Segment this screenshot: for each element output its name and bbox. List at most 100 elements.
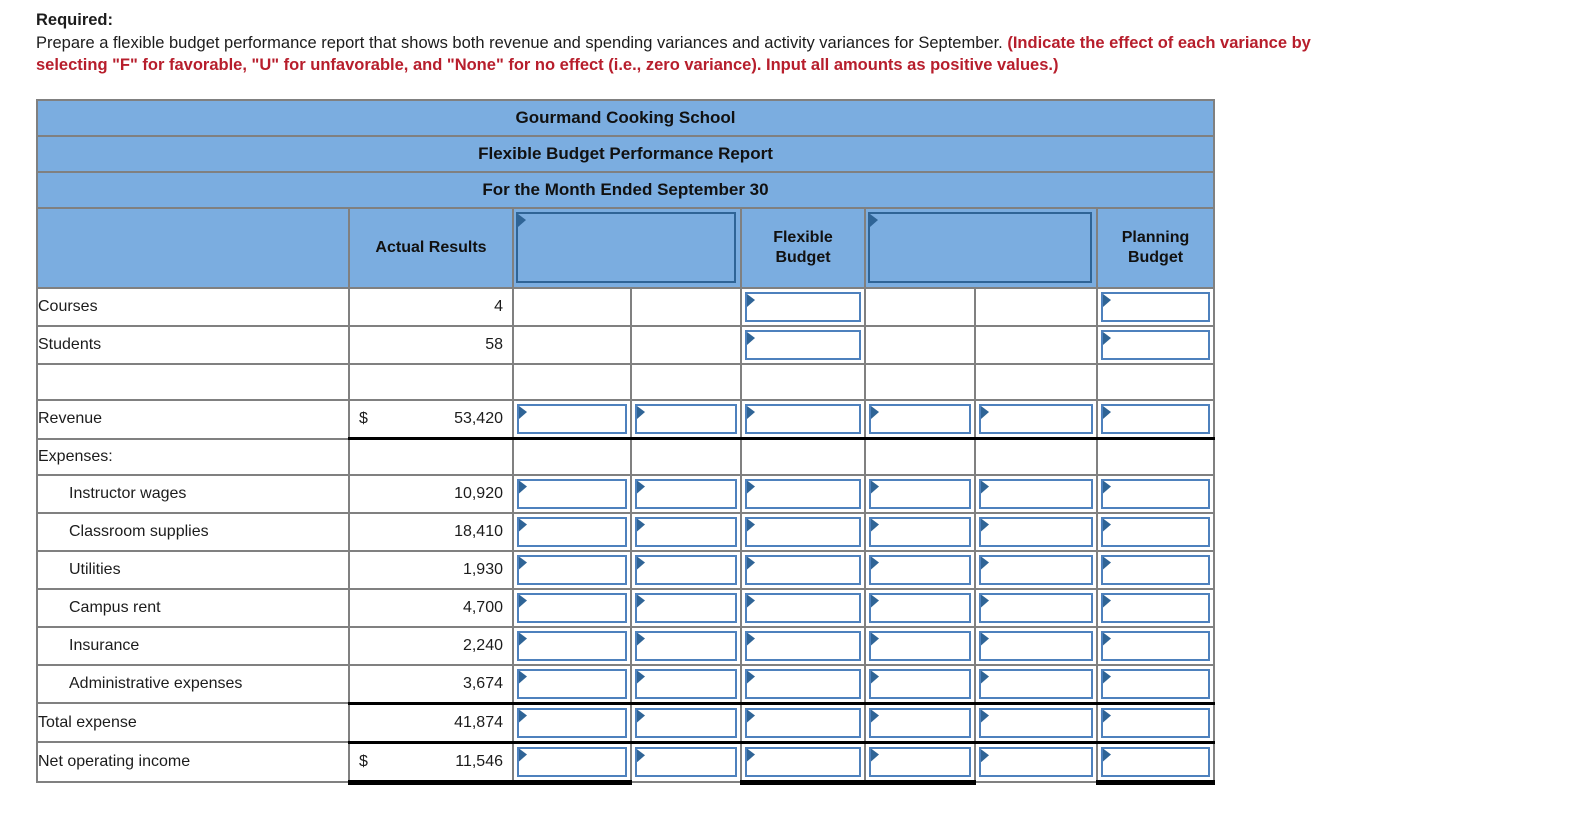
table-row-courses: Courses 4 [36,287,1215,327]
variance-amount-input[interactable] [869,592,971,623]
planning-budget-input[interactable] [1101,630,1210,661]
planning-budget-input[interactable] [1101,478,1210,509]
flexible-budget-input[interactable] [745,707,861,738]
grid-cell [1096,473,1215,514]
variance-amount-input[interactable] [517,668,627,699]
variance-amount-input[interactable] [869,478,971,509]
instruction-paragraph: Prepare a flexible budget performance re… [36,32,1562,76]
row-label: Campus rent [36,587,350,628]
input-marker-icon [747,670,755,684]
planning-budget-input[interactable] [1101,592,1210,623]
variance-amount-input[interactable] [517,516,627,547]
grid-cell [630,549,742,590]
effect-select[interactable] [635,478,737,509]
flexible-budget-input[interactable] [745,516,861,547]
actual-value: 2,240 [462,636,503,654]
planning-budget-input[interactable] [1101,292,1210,322]
effect-select[interactable] [979,478,1093,509]
grid-cell [512,363,632,401]
variance-amount-input[interactable] [517,707,627,738]
effect-select[interactable] [635,747,737,778]
actual-value-cell: 1,930 [348,549,514,590]
table-row-net-operating-income: Net operating income $11,546 [36,741,1215,785]
grid-cell [630,702,742,744]
activity-variances-header-dropdown[interactable] [868,212,1092,283]
variance-amount-input[interactable] [869,630,971,661]
effect-select[interactable] [979,707,1093,738]
input-marker-icon [519,670,527,684]
variance-amount-input[interactable] [517,746,627,777]
variance-amount-input[interactable] [517,554,627,585]
effect-select[interactable] [635,592,737,623]
input-marker-icon [519,594,527,608]
effect-select[interactable] [979,404,1093,434]
input-marker-icon [747,748,755,762]
grid-cell [512,437,632,476]
effect-select[interactable] [635,404,737,434]
flexible-budget-input[interactable] [745,592,861,623]
actual-value: 3,674 [462,674,503,692]
effect-select[interactable] [979,554,1093,585]
effect-select[interactable] [635,630,737,661]
planning-budget-input[interactable] [1101,516,1210,547]
flexible-budget-input[interactable] [745,478,861,509]
input-marker-icon [981,556,989,570]
effect-select[interactable] [635,554,737,585]
effect-select[interactable] [979,592,1093,623]
grid-cell [630,741,742,783]
grid-cell [974,325,1098,365]
flexible-budget-input[interactable] [745,746,861,777]
input-marker-icon [519,632,527,646]
input-marker-icon [637,556,645,570]
flexible-budget-input[interactable] [745,668,861,699]
grid-cell [974,511,1098,552]
effect-select[interactable] [635,668,737,699]
variance-amount-input[interactable] [517,478,627,509]
grid-cell [740,325,866,365]
variance-amount-input[interactable] [869,404,971,434]
grid-cell [630,511,742,552]
grid-cell [740,473,866,514]
variance-amount-input[interactable] [869,746,971,777]
variance-amount-input[interactable] [517,404,627,434]
actual-value-cell: $53,420 [348,399,514,440]
variance-amount-input[interactable] [869,554,971,585]
flexible-budget-input[interactable] [745,404,861,434]
planning-budget-input[interactable] [1101,668,1210,699]
table-row-administrative-expenses: Administrative expenses 3,674 [36,663,1215,705]
planning-budget-input[interactable] [1101,330,1210,360]
required-label: Required: [36,11,114,29]
flexible-budget-input[interactable] [745,554,861,585]
planning-budget-input[interactable] [1101,554,1210,585]
input-marker-icon [871,709,879,723]
variance-amount-input[interactable] [517,592,627,623]
table-row-total-expense: Total expense 41,874 [36,702,1215,744]
input-marker-icon [747,709,755,723]
input-marker-icon [871,518,879,532]
revenue-spending-variances-header-dropdown[interactable] [516,212,736,283]
planning-budget-input[interactable] [1101,707,1210,738]
variance-amount-input[interactable] [869,707,971,738]
flexible-budget-input[interactable] [745,330,861,360]
planning-budget-input[interactable] [1101,746,1210,777]
variance-amount-input[interactable] [517,630,627,661]
variance-amount-input[interactable] [869,516,971,547]
grid-cell [1096,663,1215,705]
grid-cell [974,437,1098,476]
effect-select[interactable] [635,707,737,738]
actual-value-cell: 4 [348,287,514,327]
effect-select[interactable] [979,516,1093,547]
flexible-budget-input[interactable] [745,630,861,661]
effect-select[interactable] [979,668,1093,699]
effect-select[interactable] [979,747,1093,778]
planning-budget-input[interactable] [1101,404,1210,434]
actual-value: 1,930 [462,560,503,578]
effect-select[interactable] [979,630,1093,661]
actual-value: 11,546 [455,752,503,770]
variance-amount-input[interactable] [869,668,971,699]
effect-select[interactable] [635,516,737,547]
table-row-insurance: Insurance 2,240 [36,625,1215,666]
grid-cell [740,437,866,476]
table-row-expenses-header: Expenses: [36,437,1215,476]
flexible-budget-input[interactable] [745,292,861,322]
